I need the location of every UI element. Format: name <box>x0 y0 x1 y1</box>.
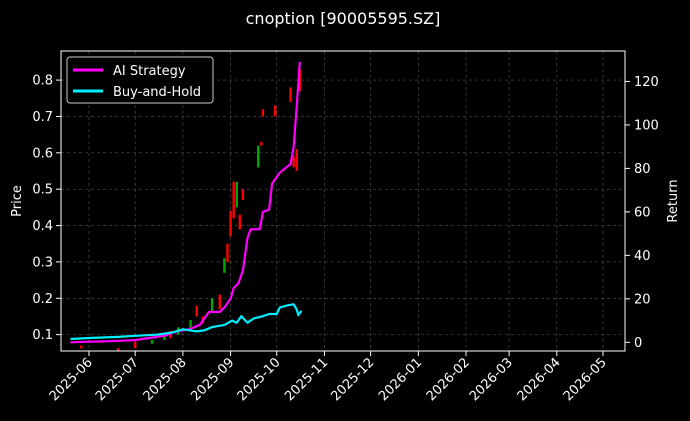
left-tick-label: 0.2 <box>32 292 53 307</box>
candlestick <box>238 214 242 230</box>
left-axis-ticks: 0.1 0.2 0.3 0.4 0.5 0.6 0.7 0.8 <box>32 74 61 343</box>
series-line-buy-and-hold <box>70 303 303 341</box>
left-tick-label: 0.1 <box>32 328 53 343</box>
candlestick <box>241 189 245 201</box>
candlestick <box>261 109 265 117</box>
left-tick-label: 0.8 <box>32 74 53 89</box>
candlestick <box>226 243 229 262</box>
candlestick <box>274 105 277 117</box>
left-tick-label: 0.7 <box>32 110 53 125</box>
series-lines <box>70 61 303 344</box>
candlestick <box>298 69 302 91</box>
candlestick <box>295 149 298 171</box>
y-axis-label-right: Return <box>666 179 681 222</box>
right-tick-label: 0 <box>634 336 642 351</box>
candlestick <box>289 87 292 102</box>
candlestick <box>189 320 192 328</box>
legend-box <box>66 56 214 104</box>
candlestick <box>218 294 222 310</box>
candlestick <box>257 145 260 168</box>
left-tick-label: 0.6 <box>32 146 53 161</box>
candlestick <box>260 141 263 146</box>
right-tick-label: 80 <box>634 162 651 177</box>
legend: AI Strategy Buy-and-Hold <box>66 56 214 104</box>
candlestick <box>210 298 214 313</box>
series-line-ai-strategy <box>70 61 301 344</box>
candlestick <box>80 345 83 349</box>
left-tick-label: 0.4 <box>32 219 53 234</box>
chart-title: cnoption [90005595.SZ] <box>246 9 441 28</box>
candlestick <box>229 211 232 237</box>
candlestick <box>232 181 235 219</box>
candlestick <box>195 305 198 317</box>
legend-label-buy-and-hold: Buy-and-Hold <box>113 85 201 100</box>
candlestick <box>223 258 226 273</box>
candlestick <box>150 340 154 344</box>
candlestick <box>292 156 295 168</box>
candlestick <box>235 181 238 208</box>
right-tick-label: 120 <box>634 75 659 90</box>
right-tick-label: 60 <box>634 205 651 220</box>
right-tick-label: 40 <box>634 249 651 264</box>
plot-frame <box>60 50 626 352</box>
left-tick-label: 0.3 <box>32 255 53 270</box>
y-axis-label-left: Price <box>10 185 25 217</box>
candlestick <box>163 334 166 341</box>
legend-label-ai-strategy: AI Strategy <box>113 64 186 79</box>
candlestick <box>117 348 120 351</box>
candlestick <box>133 341 137 349</box>
right-tick-label: 100 <box>634 118 659 133</box>
right-tick-label: 20 <box>634 292 651 307</box>
left-tick-label: 0.5 <box>32 183 53 198</box>
right-axis-ticks: 0 20 40 60 80 100 120 <box>625 75 659 351</box>
